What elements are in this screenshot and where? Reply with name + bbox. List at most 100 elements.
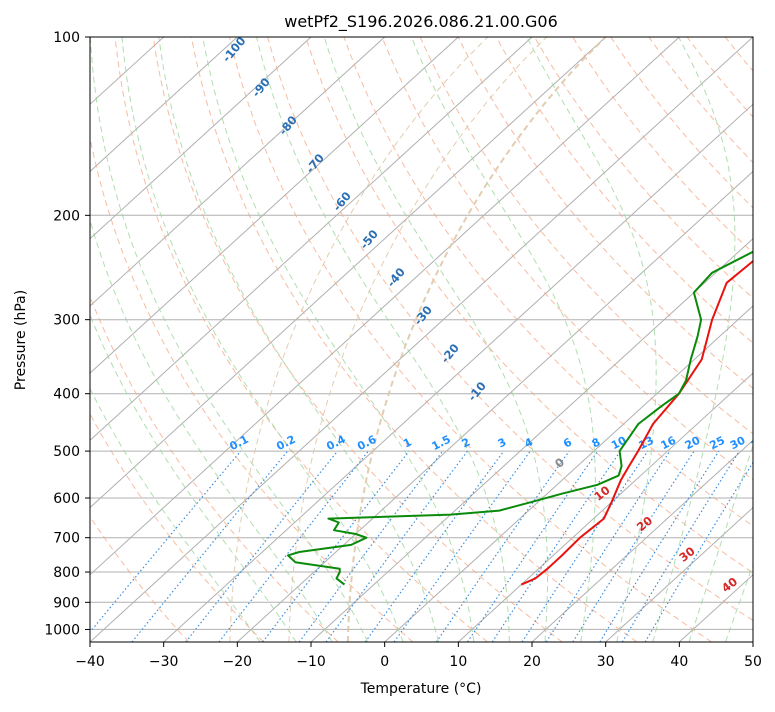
- axes: −40 −30 −20 −10 0 10 20 30 40 5010020030040050060…: [44, 30, 762, 670]
- background-lines: [90, 37, 775, 642]
- mixing-ratio-label: 25: [707, 434, 727, 453]
- mixing-ratio-label: 1: [401, 435, 414, 450]
- moist-adiabat-line: [725, 563, 753, 642]
- mixing-ratio-label: 16: [659, 434, 679, 453]
- x-tick-label: −40: [75, 654, 105, 670]
- isotherm-line: [90, 37, 238, 173]
- y-axis-label: Pressure (hPa): [13, 290, 29, 390]
- isotherm-line: [90, 37, 753, 642]
- mixing-ratio-line: [599, 450, 720, 642]
- moist-adiabat-line: [323, 37, 548, 642]
- y-tick-label: 800: [53, 565, 80, 581]
- isotherm-line: [90, 37, 386, 307]
- profile-lines: [287, 250, 753, 586]
- mixing-ratio-label: 36: [749, 434, 769, 453]
- moist-adiabat-label: -10: [465, 379, 489, 404]
- mixing-ratio-label: 3: [496, 435, 509, 450]
- moist-adiabat-label: -100: [219, 34, 248, 65]
- moist-adiabat-label: -20: [438, 341, 462, 366]
- dry-adiabat-line: [648, 37, 753, 164]
- x-tick-label: 50: [744, 654, 762, 670]
- dry-adiabat-line: [763, 37, 775, 642]
- moist-adiabat-line: [121, 37, 404, 642]
- mixing-ratio-label: 13: [636, 434, 656, 453]
- x-tick-label: −30: [149, 654, 179, 670]
- y-tick-label: 500: [53, 444, 80, 460]
- moist-adiabat-line: [688, 443, 753, 642]
- dry-adiabat-line: [152, 37, 563, 642]
- temperature-profile: [520, 259, 753, 586]
- isotherm-line: [384, 305, 753, 642]
- y-tick-label: 1000: [44, 622, 80, 638]
- dry-adiabat-line: [305, 37, 753, 574]
- moist-adiabat-label: -60: [330, 189, 354, 214]
- mixing-ratio-line: [298, 450, 444, 642]
- moist-adiabat-label: -70: [303, 151, 327, 176]
- dry-adiabat-label: 40: [719, 574, 740, 595]
- mixing-ratio-label: 0.1: [227, 433, 250, 453]
- mixing-ratio-line: [521, 450, 649, 642]
- mixing-ratio-line: [572, 450, 695, 642]
- dry-adiabat-line: [686, 37, 753, 118]
- y-tick-label: 900: [53, 595, 80, 611]
- x-tick-label: 40: [670, 654, 688, 670]
- dry-adiabat-line: [90, 515, 190, 642]
- moist-adiabat-line: [90, 313, 297, 642]
- frost-point-line: [346, 37, 607, 642]
- frost-point-line: [288, 37, 548, 642]
- frost-point-line: [229, 37, 489, 642]
- moist-adiabat-label: -80: [276, 113, 300, 138]
- chart-title: wetPf2_S196.2026.086.21.00.G06: [284, 12, 558, 32]
- mixing-ratio-label: 4: [522, 435, 535, 450]
- dry-adiabat-line: [495, 37, 753, 344]
- x-tick-label: 10: [449, 654, 467, 670]
- mixing-ratio-line: [262, 450, 410, 642]
- mixing-ratio-line: [435, 450, 570, 642]
- y-tick-label: 200: [53, 208, 80, 224]
- x-tick-label: −10: [296, 654, 326, 670]
- moist-adiabat-line: [158, 37, 439, 642]
- y-tick-label: 300: [53, 313, 80, 329]
- isotherm-line: [90, 37, 533, 442]
- mixing-ratio-label: 6: [561, 435, 574, 450]
- mixing-ratio-line: [393, 450, 531, 642]
- moist-adiabat-label: -50: [357, 227, 381, 252]
- dry-adiabat-line: [90, 135, 414, 642]
- isotherm-line: [90, 37, 312, 240]
- mixing-ratio-line: [364, 450, 505, 642]
- x-axis-label: Temperature (°C): [360, 681, 482, 697]
- mixing-ratio-line: [131, 450, 289, 642]
- x-tick-label: −20: [223, 654, 253, 670]
- plot-frame: [89, 36, 754, 643]
- mixing-ratio-line: [185, 450, 339, 642]
- x-tick-label: 0: [380, 654, 389, 670]
- isotherm-line: [90, 37, 680, 576]
- isotherm-line: [236, 170, 753, 642]
- moist-adiabat-line: [90, 218, 333, 642]
- mixing-ratio-line: [545, 450, 671, 642]
- mixing-ratio-label: 0.2: [274, 433, 297, 453]
- moist-adiabat-label: -40: [384, 265, 408, 290]
- dry-adiabat-line: [381, 37, 753, 481]
- isotherm-line: [90, 37, 607, 509]
- dry-adiabat-line: [457, 37, 753, 389]
- moist-adiabat-line: [411, 37, 596, 642]
- dry-adiabat-line: [267, 37, 753, 622]
- moist-adiabat-line: [90, 387, 261, 642]
- dry-adiabat-line: [229, 37, 712, 642]
- dewpoint-profile: [287, 250, 753, 586]
- y-tick-label: 100: [53, 30, 80, 46]
- dry-adiabat-line: [90, 412, 264, 642]
- mixing-ratio-line: [621, 450, 740, 642]
- isotherm-line: [752, 641, 753, 642]
- dry-adiabat-line: [90, 295, 339, 642]
- mixing-ratio-label: 10: [609, 434, 629, 453]
- mixing-ratio-label: 0.6: [355, 433, 379, 454]
- dry-adiabat-line: [724, 37, 753, 72]
- y-tick-label: 600: [53, 491, 80, 507]
- isotherm-line: [90, 37, 459, 374]
- dry-adiabat-line: [190, 37, 638, 642]
- x-tick-label: 20: [523, 654, 541, 670]
